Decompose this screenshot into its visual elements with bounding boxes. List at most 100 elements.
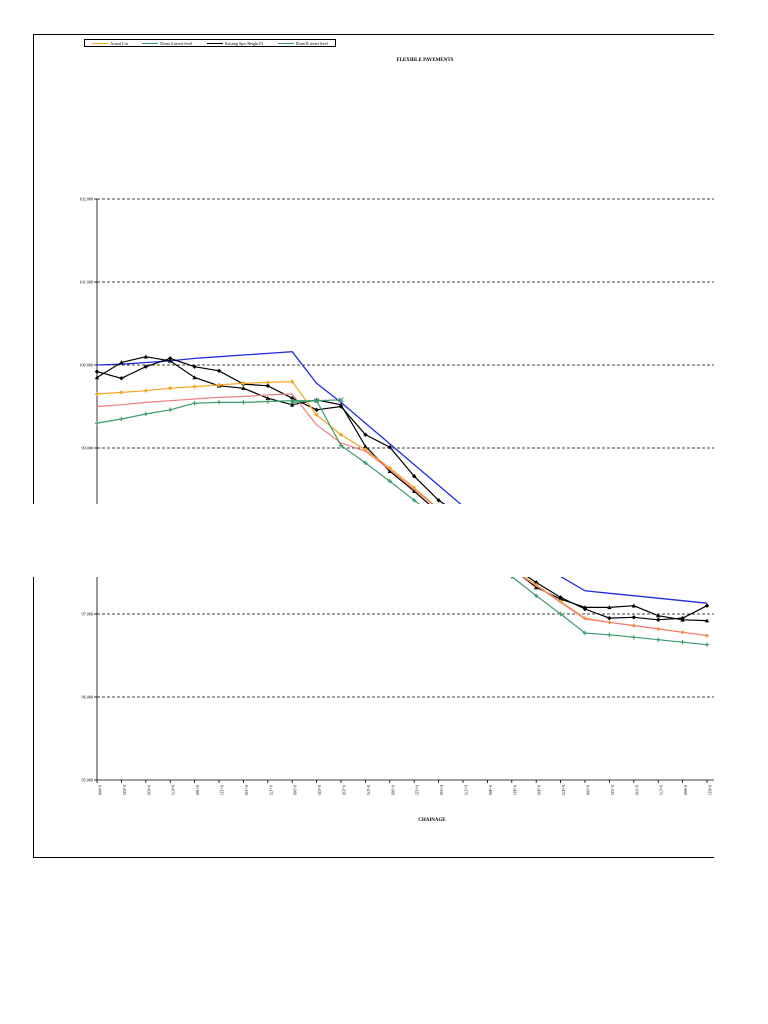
point — [607, 615, 612, 621]
point — [94, 369, 100, 374]
point — [290, 398, 295, 403]
point — [338, 404, 344, 409]
point — [290, 396, 295, 401]
point — [119, 390, 124, 395]
point — [363, 432, 368, 437]
frame-left-upper — [33, 34, 34, 504]
series-line — [96, 400, 708, 646]
point — [387, 479, 392, 484]
point — [265, 396, 270, 400]
point — [143, 364, 148, 369]
legend-label: Drum B invert level — [295, 40, 328, 46]
point — [265, 399, 270, 404]
point — [94, 375, 100, 380]
page-break-gap — [0, 504, 768, 577]
point — [290, 402, 295, 407]
point — [265, 380, 270, 385]
legend-item-drum-a: Drum A invert level — [142, 41, 192, 46]
x-tick-label: 0+575 — [659, 785, 664, 795]
x-tick-label: 0+375 — [464, 785, 469, 795]
point — [314, 407, 319, 413]
series-black_profile — [94, 356, 710, 623]
point — [168, 407, 173, 413]
point — [436, 498, 441, 503]
legend-swatch — [206, 42, 223, 44]
y-tick-label: 99.000 — [81, 446, 93, 451]
x-tick-label: 0+150 — [244, 785, 249, 795]
point — [216, 368, 222, 374]
frame-top — [33, 34, 714, 35]
point — [412, 474, 417, 479]
frame-left-lower — [33, 577, 34, 857]
point — [241, 400, 246, 405]
point — [143, 354, 148, 359]
y-tick-labels: 95.00096.00097.00098.00099.000100.000101… — [79, 197, 93, 783]
series-line — [96, 357, 708, 621]
point — [680, 615, 685, 621]
point — [192, 400, 197, 406]
point — [412, 488, 417, 493]
point — [534, 593, 539, 598]
x-tick-label: 0+425 — [512, 785, 517, 795]
series — [94, 351, 710, 647]
x-tick-label: 0+225 — [317, 785, 322, 795]
x-tick-labels: 0+000 0+025 0+050 0+075 0+100 0+125 0+150 0+175… — [98, 785, 713, 795]
point — [338, 443, 344, 448]
point — [387, 444, 392, 450]
legend-item-actual-cut: Actual Cut — [92, 41, 128, 46]
x-tick-label: 0+050 — [146, 785, 151, 795]
point — [582, 606, 588, 612]
series-black_existing — [94, 354, 710, 623]
y-tick-label: 95.000 — [81, 778, 93, 783]
y-tick-label: 102.000 — [79, 197, 93, 202]
x-tick-label: 0+200 — [293, 785, 298, 795]
legend-swatch — [142, 42, 159, 44]
point — [314, 412, 319, 417]
chart-title: FLEXIBLE PAVEMENTS — [396, 58, 454, 63]
x-tick-label: 0+075 — [171, 785, 176, 795]
point — [265, 383, 270, 388]
point — [119, 360, 124, 365]
point — [656, 613, 661, 618]
legend-swatch — [277, 42, 294, 44]
x-tick-label: 0+450 — [537, 785, 542, 795]
point — [387, 469, 392, 473]
legend-item-drum-b: Drum B invert level — [277, 40, 328, 46]
point — [241, 386, 246, 390]
x-tick-label: 0+600 — [683, 785, 688, 795]
gridlines — [97, 198, 714, 698]
x-tick-label: 0+025 — [122, 785, 127, 795]
point — [168, 356, 173, 361]
point — [338, 432, 344, 437]
point — [192, 364, 197, 369]
point — [607, 632, 612, 637]
point — [534, 582, 539, 588]
point — [412, 498, 417, 503]
point — [363, 444, 368, 449]
x-tick-label: 0+175 — [268, 785, 273, 795]
point — [534, 585, 539, 590]
point — [241, 381, 246, 386]
x-tick-label: 0+300 — [390, 785, 395, 795]
y-tick-label: 97.000 — [81, 612, 93, 617]
x-tick-label: 0+100 — [195, 785, 200, 795]
point — [143, 388, 148, 393]
point — [656, 637, 661, 642]
y-tick-label: 101.000 — [79, 280, 93, 285]
point — [534, 580, 539, 585]
point — [143, 411, 148, 417]
x-tick-label: 0+350 — [439, 785, 444, 795]
point — [607, 605, 612, 610]
x-tick-label: 0+400 — [488, 785, 493, 795]
x-tick-label: 0+475 — [561, 785, 566, 795]
point — [582, 630, 588, 636]
x-tick-label: 0+000 — [98, 785, 103, 795]
point — [192, 384, 197, 389]
legend: Actual Cut Drum A invert level Existing … — [84, 39, 336, 47]
series-pink_line — [96, 393, 708, 637]
series-line — [96, 393, 708, 637]
point — [631, 635, 636, 640]
point — [680, 640, 685, 645]
x-tick-label: 0+325 — [415, 785, 420, 795]
x-tick-label: 0+250 — [342, 785, 347, 795]
